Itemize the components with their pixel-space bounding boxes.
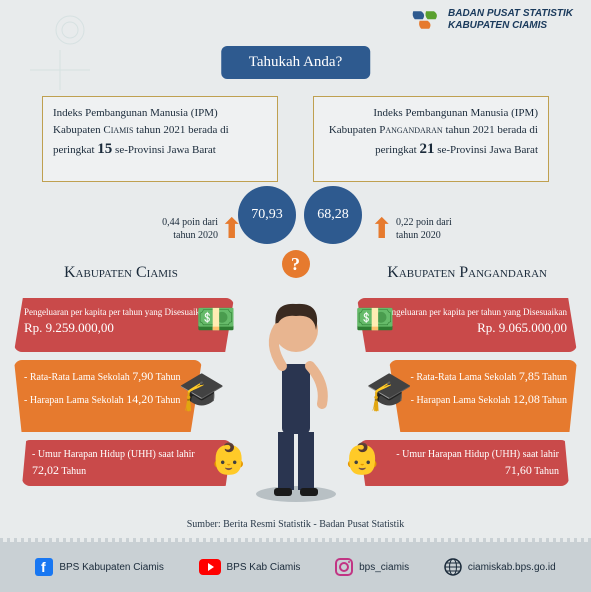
org-line1: BADAN PUSAT STATISTIK [448, 8, 573, 20]
card-life-left: - Umur Harapan Hidup (UHH) saat lahir 72… [22, 440, 232, 486]
footer-facebook[interactable]: f BPS Kabupaten Ciamis [35, 558, 164, 576]
score-ciamis: 70,93 [238, 186, 296, 244]
bps-logo [410, 8, 442, 32]
region-right-title: Kabupaten Pangandaran [387, 264, 547, 282]
globe-icon [444, 558, 462, 576]
instagram-icon [335, 558, 353, 576]
card-life-right: - Umur Harapan Hidup (UHH) saat lahir 71… [359, 440, 569, 486]
thinking-person-illustration [248, 284, 344, 504]
region-left-title: Kabupaten Ciamis [64, 264, 178, 282]
question-mark-icon: ? [282, 250, 310, 278]
card-school-right: - Rata-Rata Lama Sekolah 7,85 Tahun - Ha… [389, 360, 577, 432]
delta-ciamis: 0,44 poin daritahun 2020 [148, 216, 218, 242]
money-icon: 💵 [196, 300, 236, 338]
source-text: Sumber: Berita Resmi Statistik - Badan P… [0, 519, 591, 530]
org-line2: KABUPATEN CIAMIS [448, 20, 573, 32]
footer: f BPS Kabupaten Ciamis BPS Kab Ciamis bp… [0, 542, 591, 592]
card-school-left: - Rata-Rata Lama Sekolah 7,90 Tahun - Ha… [14, 360, 202, 432]
baby-icon: 👶 [344, 442, 381, 477]
delta-pangandaran: 0,22 poin daritahun 2020 [396, 216, 476, 242]
youtube-icon [199, 559, 221, 575]
fact-ciamis: Indeks Pembangunan Manusia (IPM) Kabupat… [42, 96, 278, 182]
footer-website[interactable]: ciamiskab.bps.go.id [444, 558, 556, 576]
arrow-up-icon: ⬆ [220, 212, 243, 246]
footer-youtube[interactable]: BPS Kab Ciamis [199, 559, 301, 575]
footer-instagram[interactable]: bps_ciamis [335, 558, 409, 576]
fact-pangandaran: Indeks Pembangunan Manusia (IPM) Kabupat… [313, 96, 549, 182]
header: BADAN PUSAT STATISTIK KABUPATEN CIAMIS [410, 8, 573, 32]
arrow-up-icon: ⬆ [370, 212, 393, 246]
facebook-icon: f [35, 558, 53, 576]
svg-text:f: f [41, 559, 46, 575]
title-box: Tahukah Anda? [221, 46, 371, 79]
graduation-icon: 🎓 [366, 370, 413, 414]
baby-icon: 👶 [210, 442, 247, 477]
money-icon: 💵 [355, 300, 395, 338]
score-pangandaran: 68,28 [304, 186, 362, 244]
graduation-icon: 🎓 [178, 370, 225, 414]
